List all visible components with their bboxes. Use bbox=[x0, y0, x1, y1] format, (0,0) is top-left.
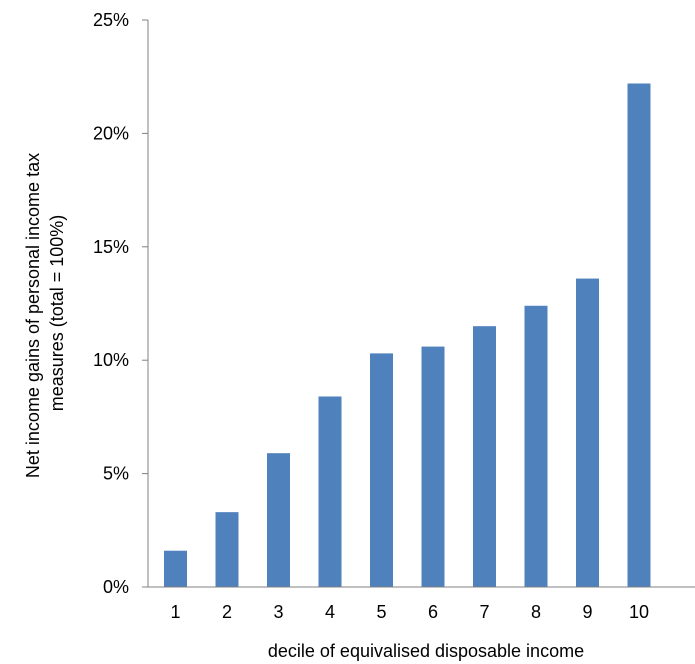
y-tick-label: 0% bbox=[103, 577, 129, 597]
x-tick-label: 4 bbox=[325, 602, 335, 622]
bar-decile-2 bbox=[215, 512, 239, 587]
y-tick-label: 15% bbox=[93, 237, 129, 257]
x-tick-label: 5 bbox=[376, 602, 386, 622]
y-axis-title: Net income gains of personal income tax … bbox=[23, 148, 67, 478]
y-tick-label: 10% bbox=[93, 350, 129, 370]
y-tick-label: 25% bbox=[93, 10, 129, 30]
bar-decile-7 bbox=[473, 326, 496, 587]
x-tick-label: 8 bbox=[531, 602, 541, 622]
bar-decile-6 bbox=[421, 346, 445, 587]
y-axis-title-line-1: Net income gains of personal income tax bbox=[23, 153, 43, 478]
x-tick-label: 2 bbox=[222, 602, 232, 622]
bar-decile-10 bbox=[627, 83, 651, 587]
y-tick-label: 20% bbox=[93, 123, 129, 143]
x-tick-label: 3 bbox=[273, 602, 283, 622]
x-axis-title: decile of equivalised disposable income bbox=[268, 641, 584, 661]
y-axis-ticks: 0% 5% 10% 15% 20% 25% bbox=[93, 10, 148, 597]
x-tick-label: 1 bbox=[170, 602, 180, 622]
bar-decile-9 bbox=[576, 278, 599, 587]
bar-decile-5 bbox=[370, 353, 393, 587]
x-tick-label: 7 bbox=[479, 602, 489, 622]
bar-decile-8 bbox=[524, 305, 548, 587]
bar-decile-4 bbox=[318, 396, 342, 587]
x-tick-label: 10 bbox=[629, 602, 649, 622]
y-tick-label: 5% bbox=[103, 464, 129, 484]
x-tick-label: 9 bbox=[582, 602, 592, 622]
x-tick-label: 6 bbox=[428, 602, 438, 622]
bars bbox=[164, 83, 651, 587]
x-axis-ticks: 1 2 3 4 5 6 7 8 9 10 bbox=[170, 602, 649, 622]
bar-decile-1 bbox=[164, 550, 187, 587]
y-axis-title-line-2: measures (total = 100%) bbox=[47, 215, 67, 412]
bar-decile-3 bbox=[267, 453, 290, 587]
